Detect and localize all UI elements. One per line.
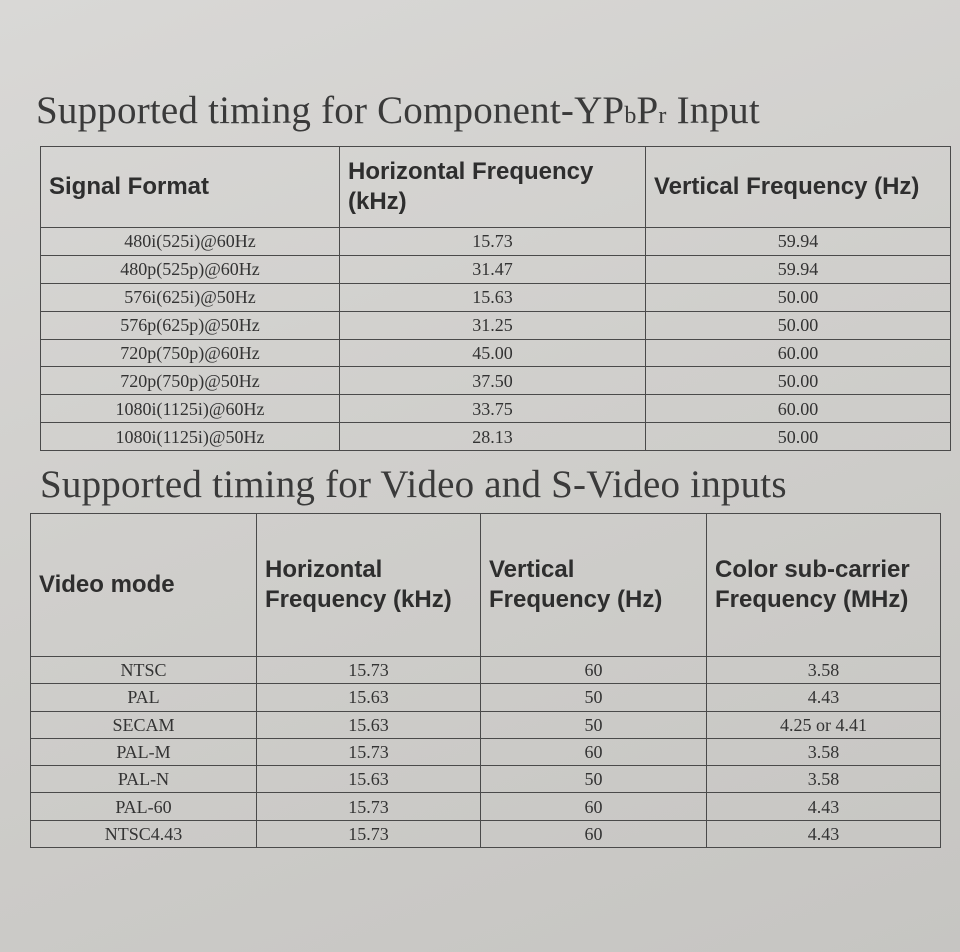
table-row: PAL 15.63 50 4.43 (30, 683, 941, 712)
table-cell: 33.75 (339, 394, 646, 424)
table-cell: 50.00 (645, 422, 951, 452)
table-cell: 3.58 (706, 737, 941, 767)
table-cell: 576p(625p)@50Hz (40, 310, 340, 340)
table-cell: 15.73 (256, 819, 481, 849)
table-cell: 4.43 (706, 792, 941, 821)
header-horizontal-frequency: Horizontal Frequency (kHz) (256, 513, 481, 657)
header-vertical-frequency: Vertical Frequency (Hz) (480, 513, 707, 657)
table-cell: NTSC (30, 655, 257, 685)
table-cell: PAL (30, 683, 257, 712)
table-cell: 50.00 (645, 366, 951, 396)
table-cell: 720p(750p)@60Hz (40, 338, 340, 368)
table-cell: PAL-M (30, 737, 257, 767)
table-row: 480p(525p)@60Hz 31.47 59.94 (40, 254, 951, 284)
table-cell: NTSC4.43 (30, 819, 257, 849)
table-cell: PAL-60 (30, 792, 257, 821)
table-cell: 31.47 (339, 254, 646, 284)
video-timing-table: Video mode Horizontal Frequency (kHz) Ve… (30, 513, 941, 849)
table-row: 1080i(1125i)@50Hz 28.13 50.00 (40, 422, 951, 452)
table-cell: 60 (480, 792, 707, 821)
table-cell: 15.63 (256, 765, 481, 794)
table-cell: 4.43 (706, 683, 941, 712)
table-row: 1080i(1125i)@60Hz 33.75 60.00 (40, 394, 951, 424)
table-row: 480i(525i)@60Hz 15.73 59.94 (40, 227, 951, 256)
table-cell: 15.63 (256, 683, 481, 712)
table-cell: 15.63 (339, 282, 646, 312)
table-row: NTSC 15.73 60 3.58 (30, 655, 941, 685)
table-cell: 15.73 (256, 792, 481, 821)
table-cell: 50 (480, 683, 707, 712)
header-video-mode: Video mode (30, 513, 257, 657)
table-cell: 15.73 (256, 737, 481, 767)
table-cell: 4.25 or 4.41 (706, 710, 941, 739)
table-cell: 1080i(1125i)@50Hz (40, 422, 340, 452)
table-cell: 60.00 (645, 394, 951, 424)
video-section-title: Supported timing for Video and S-Video i… (40, 463, 787, 506)
table-cell: 50 (480, 710, 707, 739)
table-cell: 3.58 (706, 655, 941, 685)
component-title-text-end: Input (666, 89, 760, 132)
table-header-row: Signal Format Horizontal Frequency (kHz)… (40, 146, 951, 228)
table-row: 720p(750p)@50Hz 37.50 50.00 (40, 366, 951, 396)
table-cell: 60 (480, 819, 707, 849)
table-cell: 59.94 (645, 254, 951, 284)
header-color-subcarrier-frequency: Color sub-carrier Frequency (MHz) (706, 513, 941, 657)
component-title-subscript-b: b (624, 103, 637, 129)
table-cell: 15.73 (339, 227, 646, 256)
component-section-title: Supported timing for Component-YPbPr Inp… (36, 88, 760, 133)
table-cell: PAL-N (30, 765, 257, 794)
header-vertical-frequency: Vertical Frequency (Hz) (645, 146, 951, 228)
header-horizontal-frequency: Horizontal Frequency (kHz) (339, 146, 646, 228)
table-cell: 50.00 (645, 282, 951, 312)
table-row: 576i(625i)@50Hz 15.63 50.00 (40, 282, 951, 312)
table-row: SECAM 15.63 50 4.25 or 4.41 (30, 710, 941, 739)
table-cell: 60 (480, 655, 707, 685)
header-signal-format: Signal Format (40, 146, 340, 228)
table-row: PAL-N 15.63 50 3.58 (30, 765, 941, 794)
table-cell: 15.73 (256, 655, 481, 685)
table-cell: 31.25 (339, 310, 646, 340)
table-cell: 480p(525p)@60Hz (40, 254, 340, 284)
table-cell: 4.43 (706, 819, 941, 849)
component-title-text-p: P (636, 89, 659, 132)
component-timing-table: Signal Format Horizontal Frequency (kHz)… (40, 146, 951, 452)
table-row: NTSC4.43 15.73 60 4.43 (30, 819, 941, 849)
table-row: PAL-M 15.73 60 3.58 (30, 737, 941, 767)
table-header-row: Video mode Horizontal Frequency (kHz) Ve… (30, 513, 941, 657)
table-row: 720p(750p)@60Hz 45.00 60.00 (40, 338, 951, 368)
table-cell: 60 (480, 737, 707, 767)
table-cell: 50 (480, 765, 707, 794)
table-cell: 720p(750p)@50Hz (40, 366, 340, 396)
table-cell: 15.63 (256, 710, 481, 739)
table-cell: 576i(625i)@50Hz (40, 282, 340, 312)
table-cell: 3.58 (706, 765, 941, 794)
table-cell: 59.94 (645, 227, 951, 256)
table-cell: SECAM (30, 710, 257, 739)
table-row: PAL-60 15.73 60 4.43 (30, 792, 941, 821)
component-title-subscript-r: r (658, 103, 667, 129)
table-cell: 37.50 (339, 366, 646, 396)
table-cell: 60.00 (645, 338, 951, 368)
table-cell: 28.13 (339, 422, 646, 452)
table-cell: 1080i(1125i)@60Hz (40, 394, 340, 424)
table-cell: 45.00 (339, 338, 646, 368)
table-cell: 480i(525i)@60Hz (40, 227, 340, 256)
component-title-text: Supported timing for Component-YP (36, 89, 625, 132)
table-cell: 50.00 (645, 310, 951, 340)
table-row: 576p(625p)@50Hz 31.25 50.00 (40, 310, 951, 340)
